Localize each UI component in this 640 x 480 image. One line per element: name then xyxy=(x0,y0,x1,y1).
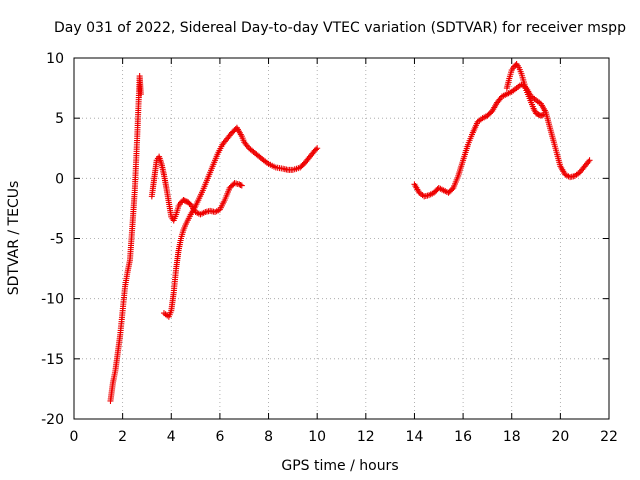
x-tick-label: 16 xyxy=(454,429,472,445)
y-tick-label: 5 xyxy=(55,111,64,127)
x-tick-label: 10 xyxy=(308,429,326,445)
data-point-marker xyxy=(586,157,593,164)
x-tick-label: 22 xyxy=(600,429,618,445)
series-seg5 xyxy=(503,61,547,119)
chart-title: Day 031 of 2022, Sidereal Day-to-day VTE… xyxy=(54,20,626,36)
x-tick-label: 4 xyxy=(167,429,176,445)
x-tick-label: 6 xyxy=(215,429,224,445)
plot-frame xyxy=(73,57,610,420)
data-point-marker xyxy=(237,181,244,188)
data-point-marker xyxy=(312,146,319,153)
data-point-marker xyxy=(186,200,193,207)
data-point-marker xyxy=(449,186,456,193)
x-tick-label: 8 xyxy=(264,429,273,445)
y-tick-label: -20 xyxy=(41,412,64,428)
x-tick-label: 20 xyxy=(551,429,569,445)
y-tick-label: 10 xyxy=(46,51,64,67)
y-tick-label: 0 xyxy=(55,171,64,187)
data-markers xyxy=(107,61,593,404)
x-tick-label: 0 xyxy=(70,429,79,445)
y-axis-ticks: -20 -15 -10 -5 0 5 10 xyxy=(41,51,609,428)
x-tick-label: 2 xyxy=(118,429,127,445)
x-tick-label: 12 xyxy=(357,429,375,445)
series-seg4 xyxy=(411,81,593,200)
data-point-marker xyxy=(539,112,546,119)
series-seg1 xyxy=(107,73,144,404)
data-point-marker xyxy=(238,182,245,189)
data-point-marker xyxy=(540,111,547,118)
y-tick-label: -5 xyxy=(50,232,64,248)
y-tick-label: -15 xyxy=(41,352,64,368)
x-tick-label: 14 xyxy=(406,429,424,445)
y-tick-label: -10 xyxy=(41,292,64,308)
data-point-marker xyxy=(314,145,321,152)
series-seg2 xyxy=(148,153,245,224)
x-tick-label: 18 xyxy=(503,429,521,445)
x-axis-ticks: 0 2 4 6 8 10 12 14 16 18 20 22 xyxy=(70,58,618,445)
y-axis-label: SDTVAR / TECUs xyxy=(6,181,22,296)
data-point-marker xyxy=(137,91,144,98)
chart-grid xyxy=(74,58,609,419)
x-axis-label: GPS time / hours xyxy=(281,458,398,474)
series-seg3 xyxy=(160,124,321,320)
